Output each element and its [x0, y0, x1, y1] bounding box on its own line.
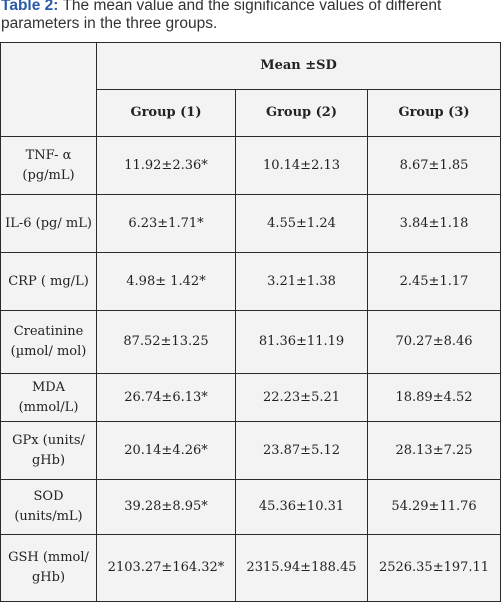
header-group-3: Group (3) — [366, 89, 501, 137]
table-row: GPx (units/ gHb) 20.14±4.26* 23.87±5.12 … — [0, 421, 501, 480]
table-header-row-groups: Group (1) Group (2) Group (3) — [1, 89, 501, 137]
value-cell: 28.13±7.25 — [366, 421, 501, 480]
table-row: CRP ( mg/L) 4.98± 1.42* 3.21±1.38 2.45±1… — [0, 252, 501, 311]
param-cell: GSH (mmol/ gHb) — [0, 534, 97, 602]
header-group-2: Group (2) — [235, 89, 368, 137]
value-cell: 11.92±2.36* — [96, 136, 236, 195]
table-row: IL-6 (pg/ mL) 6.23±1.71* 4.55±1.24 3.84±… — [0, 194, 501, 253]
value-cell: 87.52±13.25 — [96, 310, 236, 374]
value-cell: 8.67±1.85 — [366, 136, 501, 195]
table-header-row-main: Mean ±SD — [0, 42, 501, 137]
value-cell: 20.14±4.26* — [96, 421, 236, 480]
param-cell: CRP ( mg/L) — [0, 252, 97, 311]
param-cell: SOD (units/mL) — [0, 479, 97, 535]
header-mean-sd: Mean ±SD — [95, 42, 501, 90]
value-cell: 4.98± 1.42* — [96, 252, 236, 311]
data-table: Mean ±SD Group (1) Group (2) Group (3) T… — [0, 42, 501, 602]
value-cell: 18.89±4.52 — [366, 373, 501, 422]
table-caption-text: The mean value and the significance valu… — [1, 0, 442, 32]
value-cell: 3.84±1.18 — [366, 194, 501, 253]
value-cell: 26.74±6.13* — [96, 373, 236, 422]
value-cell: 39.28±8.95* — [96, 479, 236, 535]
value-cell: 4.55±1.24 — [235, 194, 368, 253]
table-row: MDA (mmol/L) 26.74±6.13* 22.23±5.21 18.8… — [0, 373, 501, 422]
value-cell: 81.36±11.19 — [235, 310, 368, 374]
value-cell: 3.21±1.38 — [235, 252, 368, 311]
value-cell: 6.23±1.71* — [96, 194, 236, 253]
value-cell: 45.36±10.31 — [235, 479, 368, 535]
param-cell: TNF- α (pg/mL) — [0, 136, 97, 195]
value-cell: 70.27±8.46 — [366, 310, 501, 374]
value-cell: 10.14±2.13 — [235, 136, 368, 195]
table-row: SOD (units/mL) 39.28±8.95* 45.36±10.31 5… — [0, 479, 501, 535]
header-blank-cell — [0, 42, 97, 137]
value-cell: 2315.94±188.45 — [235, 534, 368, 602]
table-row: Creatinine (µmol/ mol) 87.52±13.25 81.36… — [0, 310, 501, 374]
value-cell: 54.29±11.76 — [366, 479, 501, 535]
value-cell: 2.45±1.17 — [366, 252, 501, 311]
param-cell: MDA (mmol/L) — [0, 373, 97, 422]
table-caption-label: Table 2: — [1, 0, 59, 14]
table-row: GSH (mmol/ gHb) 2103.27±164.32* 2315.94±… — [0, 534, 501, 602]
param-cell: IL-6 (pg/ mL) — [0, 194, 97, 253]
param-cell: GPx (units/ gHb) — [0, 421, 97, 480]
header-group-1: Group (1) — [96, 89, 236, 137]
param-cell: Creatinine (µmol/ mol) — [0, 310, 97, 374]
value-cell: 2526.35±197.11 — [366, 534, 501, 602]
value-cell: 22.23±5.21 — [235, 373, 368, 422]
value-cell: 2103.27±164.32* — [96, 534, 236, 602]
table-row: TNF- α (pg/mL) 11.92±2.36* 10.14±2.13 8.… — [0, 136, 501, 195]
table-caption: Table 2: The mean value and the signific… — [1, 0, 501, 33]
value-cell: 23.87±5.12 — [235, 421, 368, 480]
